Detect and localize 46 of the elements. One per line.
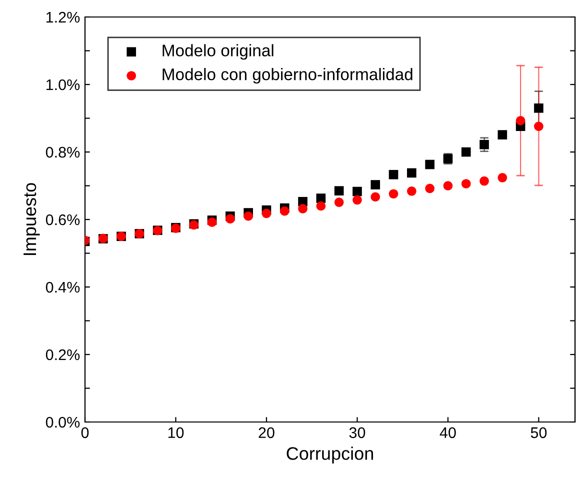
x-axis-title: Corrupcion xyxy=(286,446,373,464)
point xyxy=(480,140,489,150)
y-tick-label: 1.2% xyxy=(46,12,80,23)
point xyxy=(352,186,362,196)
y-tick-label: 0.8% xyxy=(46,146,80,158)
point xyxy=(480,176,489,186)
point xyxy=(534,122,544,132)
point xyxy=(370,180,380,190)
x-tick-label: 40 xyxy=(440,427,456,438)
x-tick-label: 20 xyxy=(258,427,274,438)
point xyxy=(461,147,471,157)
point xyxy=(425,184,434,194)
x-tick-label: 50 xyxy=(530,427,547,438)
point xyxy=(352,195,362,205)
point xyxy=(425,160,434,170)
x-tick-label: 30 xyxy=(349,427,366,438)
point xyxy=(498,172,508,182)
point xyxy=(534,103,544,113)
y-tick-label: 1.0% xyxy=(46,79,80,90)
y-tick-label: 0.4% xyxy=(46,282,80,293)
point xyxy=(388,170,398,180)
point xyxy=(316,194,326,203)
x-tick-label: 0 xyxy=(81,427,89,438)
point xyxy=(516,116,526,126)
point xyxy=(388,189,398,199)
x-tick-label: 10 xyxy=(168,427,184,438)
point xyxy=(461,179,471,188)
point xyxy=(226,214,235,224)
legend-label: Modelo con gobierno-informalidad xyxy=(162,68,412,84)
point xyxy=(498,130,508,140)
point xyxy=(407,168,416,178)
point xyxy=(316,201,326,211)
point xyxy=(407,186,416,196)
point xyxy=(443,181,453,190)
y-tick-label: 0.0% xyxy=(46,416,80,428)
point xyxy=(298,204,308,214)
y-tick-label: 0.6% xyxy=(46,214,80,226)
y-axis-title: Impuesto xyxy=(24,183,40,255)
point xyxy=(334,198,344,207)
point xyxy=(370,192,380,202)
point xyxy=(334,186,344,196)
y-tick-label: 0.2% xyxy=(46,349,80,360)
point xyxy=(280,206,290,216)
point xyxy=(262,208,272,218)
point xyxy=(244,211,253,221)
legend-label: Modelo original xyxy=(162,44,274,60)
